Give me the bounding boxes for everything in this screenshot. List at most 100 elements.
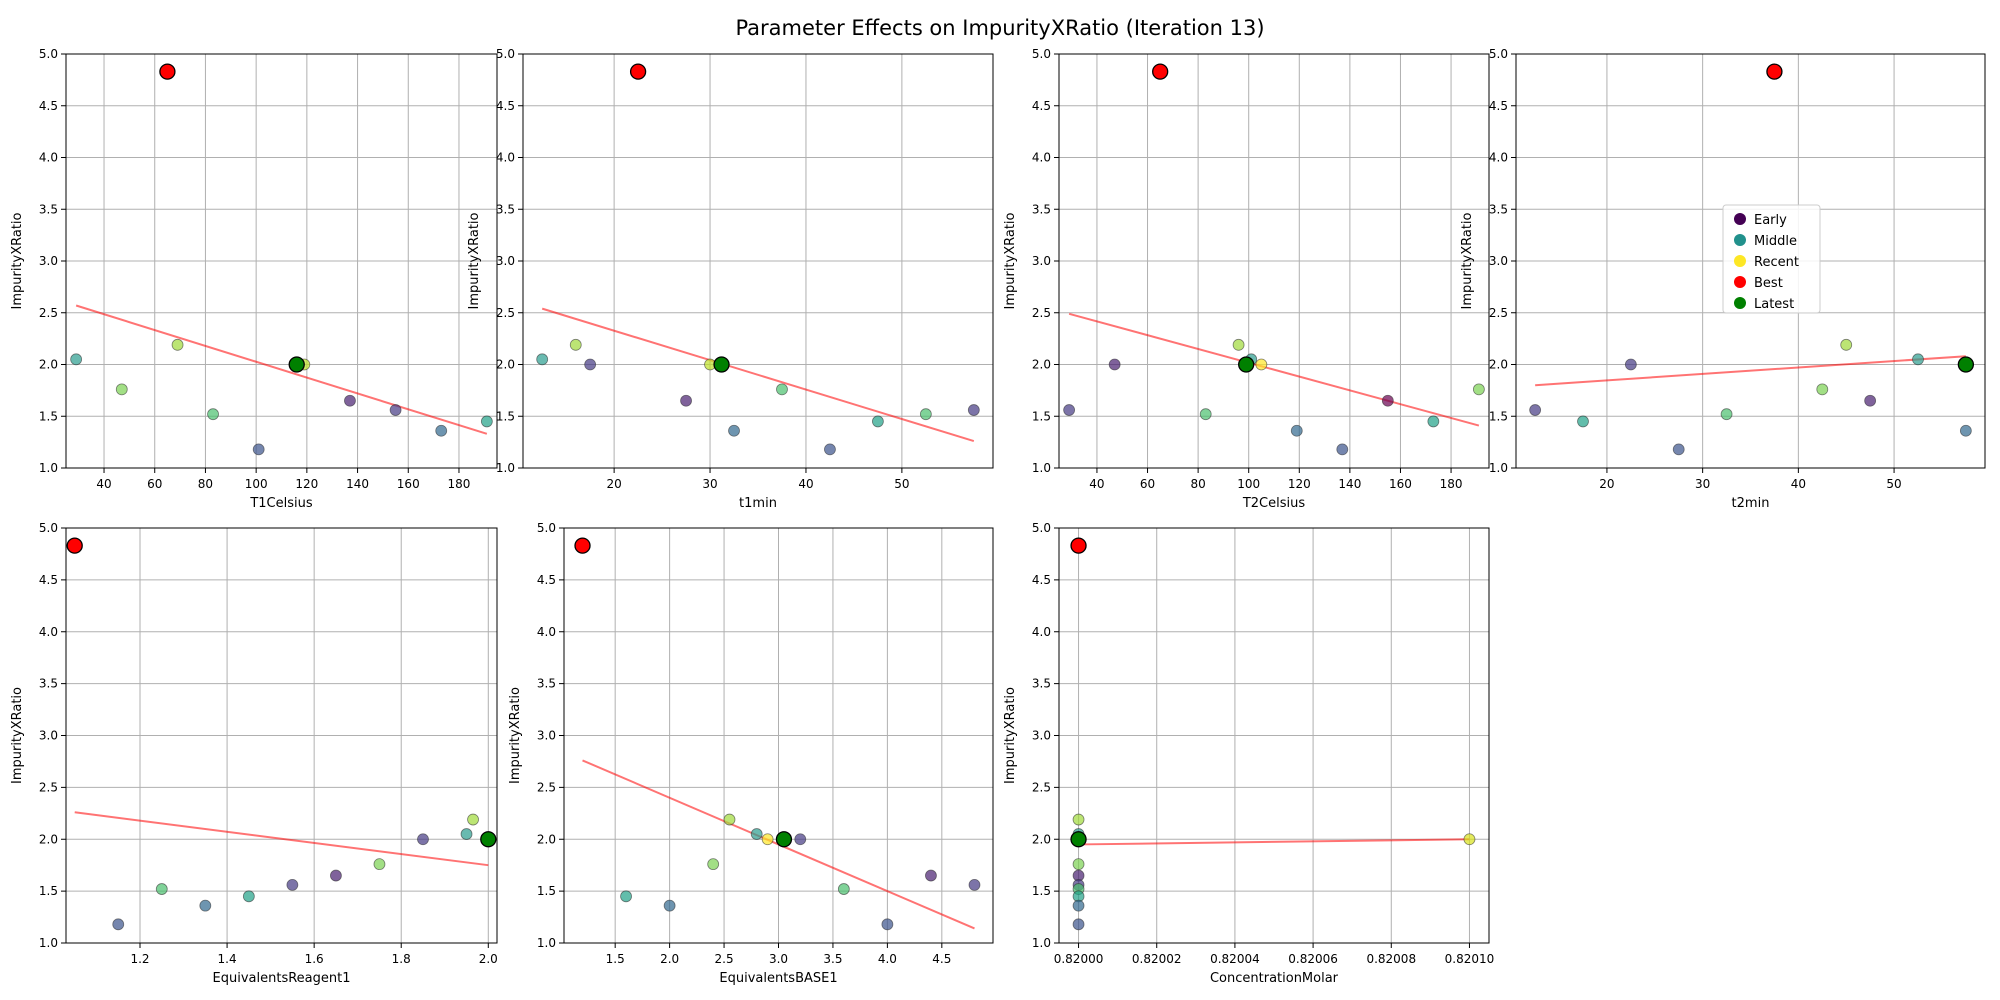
y-tick-label: 5.0 (1032, 47, 1051, 61)
data-point (252, 443, 265, 456)
x-tick-label: 0.82002 (1132, 952, 1182, 966)
data-point (1255, 358, 1268, 371)
x-tick-label: 80 (198, 477, 213, 491)
latest-point (480, 831, 497, 848)
subplot-1: 40 60 80 100 120 140 160 180 1.0 1.5 2.0 2.5 3.0 3.5 4… (10, 47, 498, 511)
x-tick-label: 50 (894, 477, 909, 491)
y-tick-label: 3.5 (1489, 202, 1508, 216)
best-point (574, 537, 591, 554)
y-tick-label: 5.0 (496, 47, 515, 61)
legend: Early Middle Recent Best Latest (1722, 204, 1821, 314)
x-axis-label: EquivalentsBASE1 (719, 971, 837, 986)
legend-marker-latest (1734, 297, 1746, 309)
y-tick-label: 3.0 (1032, 729, 1051, 743)
y-tick-label: 1.5 (1489, 409, 1508, 423)
subplot-4: 20 30 40 50 1.0 1.5 2.0 2.5 3.0 3.5 4.0 4.5 5.0 t2min… (1460, 47, 1986, 511)
y-tick-label: 2.5 (39, 306, 58, 320)
legend-label-best: Best (1754, 276, 1783, 291)
data-point (155, 883, 168, 895)
panels: 40 60 80 100 120 140 160 1801.01.52.02.53.03.54… (10, 47, 1986, 986)
y-tick-label: 1.5 (537, 884, 556, 898)
y-tick-label: 4.0 (496, 151, 515, 165)
data-point (1912, 353, 1924, 366)
data-point (1072, 918, 1085, 931)
data-point (1864, 394, 1877, 407)
x-tick-label: 60 (1140, 477, 1155, 491)
y-tick-label: 2.5 (1032, 306, 1051, 320)
x-axis-label: t1min (739, 496, 777, 511)
y-tick-label: 2.5 (537, 780, 556, 794)
trend-line (541, 307, 975, 443)
y-tick-label: 1.5 (39, 884, 58, 898)
x-tick-label: 1.2 (130, 952, 149, 966)
legend-frame (1722, 204, 1821, 314)
data-point (460, 828, 473, 840)
y-tick-label: 2.0 (537, 832, 556, 846)
legend-marker-recent (1734, 255, 1746, 267)
data-point (1472, 383, 1485, 396)
y-tick-label: 5.0 (537, 521, 556, 535)
plot-frame (1058, 527, 1490, 944)
plot-frame (65, 527, 498, 944)
legend-label-latest: Latest (1754, 297, 1794, 312)
x-tick-label: 140 (1338, 477, 1361, 491)
y-tick-label: 5.0 (1032, 521, 1051, 535)
y-tick-label: 1.0 (1032, 936, 1051, 950)
y-axis-label: ImpurityXRatio (508, 687, 523, 784)
latest-point (1957, 356, 1975, 373)
y-tick-label: 2.5 (1032, 780, 1051, 794)
y-tick-label: 3.5 (537, 677, 556, 691)
data-point (761, 833, 774, 846)
data-point (723, 813, 736, 826)
data-point (1463, 833, 1476, 846)
data-point (1108, 358, 1121, 371)
best-point (1152, 63, 1169, 80)
data-point (1072, 858, 1085, 871)
data-point (871, 415, 884, 428)
data-point (569, 338, 582, 351)
y-tick-label: 1.0 (1489, 461, 1508, 475)
data-point (480, 415, 493, 428)
y-tick-label: 1.5 (496, 409, 515, 423)
x-tick-label: 2.0 (660, 952, 679, 966)
data-point (776, 383, 788, 396)
y-tick-label: 2.5 (1489, 306, 1508, 320)
y-tick-label: 1.0 (39, 936, 58, 950)
data-point (373, 858, 386, 871)
data-point (115, 383, 128, 396)
plot-frame (1058, 53, 1490, 469)
data-point (1720, 408, 1733, 421)
y-tick-label: 4.5 (1489, 99, 1508, 113)
plot-frame (65, 53, 498, 469)
x-tick-label: 4.0 (878, 952, 897, 966)
data-point (1232, 338, 1245, 351)
y-tick-label: 4.5 (1032, 99, 1051, 113)
y-tick-label: 5.0 (1489, 47, 1508, 61)
data-point (925, 869, 937, 882)
y-tick-label: 4.0 (1489, 151, 1508, 165)
x-tick-label: 140 (346, 477, 369, 491)
y-tick-label: 2.0 (39, 832, 58, 846)
data-point (389, 404, 402, 416)
y-tick-label: 3.0 (1032, 254, 1051, 268)
legend-marker-middle (1734, 234, 1746, 246)
legend-marker-best (1734, 276, 1746, 288)
y-tick-label: 4.5 (1032, 573, 1051, 587)
y-tick-label: 2.5 (496, 306, 515, 320)
best-point (1070, 537, 1087, 554)
data-point (1290, 424, 1303, 437)
data-point (207, 408, 219, 421)
data-point (1840, 338, 1853, 351)
latest-point (1070, 831, 1087, 848)
x-tick-label: 20 (1599, 477, 1614, 491)
y-tick-label: 3.5 (1032, 677, 1051, 691)
y-tick-label: 3.0 (1489, 254, 1508, 268)
data-point (1072, 899, 1085, 912)
x-axis-label: t2min (1732, 496, 1770, 511)
y-tick-label: 4.5 (496, 99, 515, 113)
x-axis-label: T2Celsius (1242, 496, 1306, 511)
y-tick-label: 3.5 (496, 202, 515, 216)
data-point (881, 918, 894, 931)
y-axis-label: ImpurityXRatio (1460, 212, 1475, 309)
